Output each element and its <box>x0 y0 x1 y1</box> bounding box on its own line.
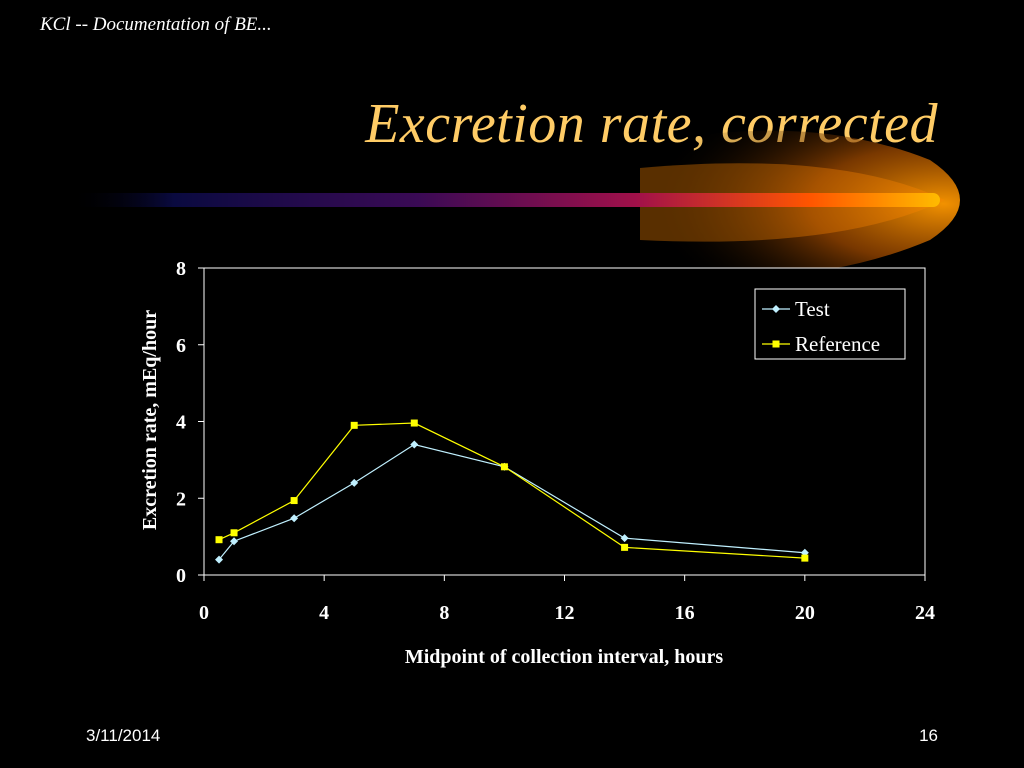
series-reference <box>215 419 809 562</box>
slide-page-number: 16 <box>919 726 938 745</box>
legend-box <box>754 288 906 360</box>
decorative-swoosh <box>70 130 960 277</box>
y-axis-label: Excretion rate, mEq/hour <box>139 310 161 530</box>
legend-label: Test <box>795 297 830 321</box>
legend-marker <box>772 340 780 348</box>
data-point-reference <box>621 543 629 551</box>
y-tick-label: 0 <box>176 565 186 587</box>
legend-item-reference: Reference <box>762 332 880 356</box>
data-point-reference <box>230 529 238 537</box>
series-layer <box>215 419 809 564</box>
y-tick-label: 8 <box>176 258 186 280</box>
data-point-reference <box>350 421 358 429</box>
x-tick-label: 4 <box>319 602 329 624</box>
series-line-reference <box>218 422 805 559</box>
legend: Test Reference <box>754 288 906 360</box>
x-axis-label: Midpoint of collection interval, hours <box>405 646 724 668</box>
x-tick-label: 8 <box>439 602 449 624</box>
data-point-test <box>215 555 224 564</box>
x-tick-label: 20 <box>795 602 815 624</box>
data-point-reference <box>500 463 508 471</box>
legend-item-test: Test <box>762 297 830 321</box>
data-point-test <box>350 478 359 487</box>
y-tick-label: 6 <box>176 335 186 357</box>
data-point-reference <box>801 554 809 562</box>
data-point-test <box>230 537 239 546</box>
data-point-reference <box>290 497 298 505</box>
slide-header: KCl -- Documentation of BE... <box>40 14 272 35</box>
y-tick-label: 4 <box>176 412 186 434</box>
x-tick-label: 24 <box>915 602 935 624</box>
x-tick-label: 0 <box>199 602 209 624</box>
data-point-reference <box>215 536 223 544</box>
slide-date: 3/11/2014 <box>86 726 161 745</box>
series-line-test <box>218 443 805 561</box>
legend-marker <box>772 305 780 313</box>
data-point-reference <box>410 419 418 427</box>
data-point-test <box>620 534 629 543</box>
y-tick-label: 2 <box>176 488 186 510</box>
legend-label: Reference <box>795 332 880 356</box>
data-point-test <box>410 440 419 449</box>
x-tick-label: 12 <box>555 602 575 624</box>
data-point-test <box>290 514 299 523</box>
x-tick-label: 16 <box>675 602 695 624</box>
